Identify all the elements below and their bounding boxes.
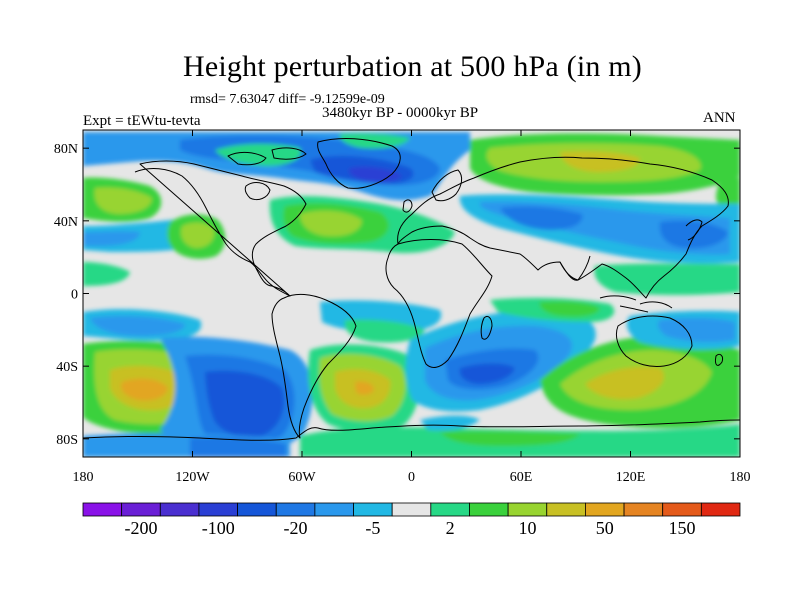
coastline-indonesia <box>599 295 673 313</box>
period-label: 3480kyr BP - 0000kyr BP <box>322 105 479 121</box>
eq-atlantic-positive <box>344 319 425 343</box>
colorbar-swatch <box>507 502 548 517</box>
colorbar-swatch <box>585 502 625 517</box>
lat-tick-label: 80N <box>54 142 78 157</box>
w-eq-pacific-positive <box>83 262 130 286</box>
colorbar-swatch <box>391 502 432 517</box>
s-atlantic-positive-peak <box>355 381 374 395</box>
colorbar: -200 -100 -20 -5 2 10 50 150 <box>82 502 741 538</box>
lon-tick-label: 60E <box>510 470 533 485</box>
colorbar-swatch <box>121 502 161 517</box>
map-axes: 80N 40N 0 40S 80S 180 120W 60W 0 60E 120E 180 <box>54 130 751 485</box>
coastline-india <box>559 255 591 281</box>
colorbar-label: 2 <box>446 518 455 538</box>
figure-title: Height perturbation at 500 hPa (in m) <box>183 50 642 83</box>
coastline-scandinavia <box>431 169 463 202</box>
coastlines <box>83 138 740 441</box>
coastline-japan <box>685 219 703 241</box>
namerica-positive-core <box>180 222 215 248</box>
arctic-positive-patch-2 <box>339 133 410 149</box>
lat-tick-label: 40S <box>56 360 78 375</box>
antarctic-positive-2 <box>440 431 580 446</box>
colorbar-label: -20 <box>284 518 308 538</box>
season-label: ANN <box>703 110 736 126</box>
coastline-south-america <box>271 293 357 439</box>
greenland-low-core <box>348 166 402 182</box>
lat-tick-label: 40N <box>54 215 78 230</box>
natlantic-positive-core <box>300 210 362 237</box>
ne-pacific-negative-2 <box>83 231 140 246</box>
stats-text: rmsd= 7.63047 diff= -9.12599e-09 <box>190 92 385 107</box>
colorbar-swatch <box>314 502 354 517</box>
eurasia-positive-inner <box>560 151 640 172</box>
colorbar-swatch <box>237 502 277 517</box>
coastline-australia <box>615 315 693 367</box>
lon-tick-label: 120E <box>616 470 646 485</box>
coastline-arctic-islands <box>227 147 307 166</box>
lon-tick-label: 120W <box>175 470 210 485</box>
coastline-greenland <box>317 138 401 189</box>
experiment-label: Expt = tEWtu-tevta <box>83 113 201 129</box>
colorbar-swatch <box>662 502 702 517</box>
s-pacific-negative-core <box>90 316 185 336</box>
lon-tick-label: 180 <box>73 470 94 485</box>
colorbar-swatch <box>700 502 741 517</box>
coastline-eurasia <box>397 156 729 299</box>
coastline-new-zealand <box>715 353 723 366</box>
coastline-madagascar <box>480 315 493 340</box>
s-pacific-positive-peak <box>120 378 168 401</box>
indian-positive-2 <box>539 301 600 317</box>
coastline-britain <box>402 199 413 213</box>
colorbar-label: 50 <box>596 518 614 538</box>
colorbar-swatch <box>469 502 509 517</box>
npacific-positive-core <box>94 187 152 214</box>
coastline-north-america <box>134 160 307 297</box>
lon-tick-label: 0 <box>408 470 415 485</box>
se-pacific-negative-core <box>205 370 284 438</box>
lat-tick-label: 80S <box>56 433 78 448</box>
lon-tick-label: 60W <box>288 470 316 485</box>
colorbar-swatch <box>275 502 316 517</box>
colorbar-swatch <box>159 502 200 517</box>
japan-negative-core <box>659 220 728 249</box>
s-indian-negative-peak <box>459 363 515 384</box>
colorbar-label: 150 <box>669 518 696 538</box>
nz-negative-core <box>658 317 735 343</box>
antarctic-blue-west-core <box>190 437 286 457</box>
colorbar-swatch <box>198 502 238 517</box>
asia-negative-core <box>500 206 583 230</box>
contour-field <box>83 130 740 457</box>
lon-tick-label: 180 <box>730 470 751 485</box>
colorbar-swatch <box>353 502 393 517</box>
coastline-africa <box>385 239 493 368</box>
eq-pacific-positive <box>594 263 740 295</box>
antarctic-negative-pocket <box>420 415 480 431</box>
coastline-antarctica <box>83 419 740 441</box>
s-australia-positive-core <box>585 366 664 400</box>
colorbar-label: -200 <box>124 518 157 538</box>
colorbar-label: -5 <box>365 518 380 538</box>
colorbar-swatch <box>546 502 586 517</box>
coastline-hudson-bay <box>244 182 271 201</box>
colorbar-label: 10 <box>518 518 536 538</box>
colorbar-swatch <box>623 502 664 517</box>
colorbar-label: -100 <box>202 518 235 538</box>
lat-tick-label: 0 <box>71 288 78 303</box>
colorbar-swatch <box>82 502 123 517</box>
colorbar-swatch <box>430 502 470 517</box>
